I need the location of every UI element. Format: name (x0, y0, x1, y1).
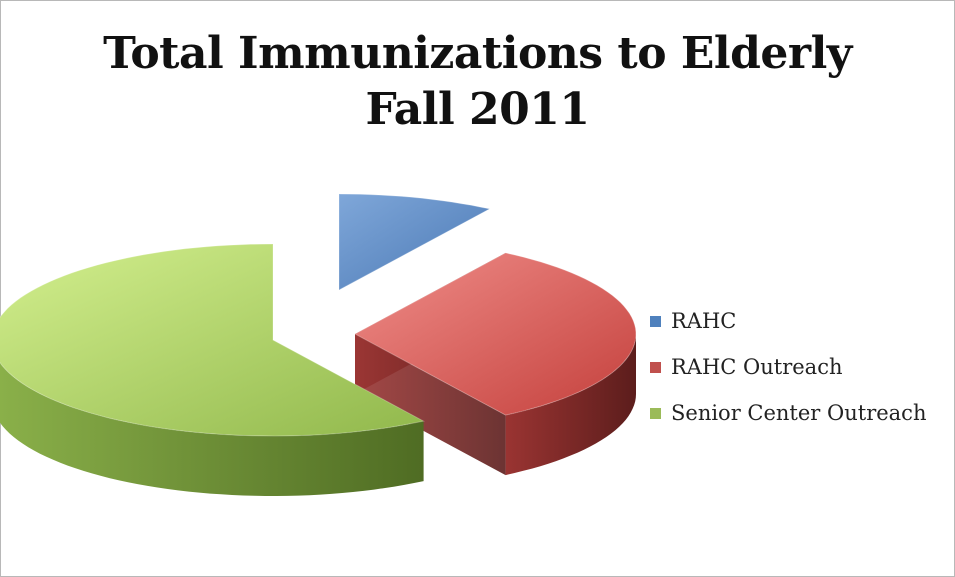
chart-legend: RAHC RAHC Outreach Senior Center Outreac… (650, 298, 926, 436)
legend-item-rahc-outreach: RAHC Outreach (650, 344, 926, 390)
chart-title-line-2: Fall 2011 (365, 84, 590, 135)
legend-item-senior-center-outreach: Senior Center Outreach (650, 390, 926, 436)
pie-slice-senior-center-outreach (0, 243, 426, 496)
legend-label-senior-center-outreach: Senior Center Outreach (671, 401, 927, 425)
legend-label-rahc-outreach: RAHC Outreach (671, 355, 843, 379)
pie-top-rahc (338, 193, 492, 291)
legend-swatch-rahc (650, 315, 661, 327)
pie-side-senior-center-outreach (0, 362, 424, 496)
chart-title: Total Immunizations to Elderly Fall 2011 (0, 26, 955, 138)
chart-title-line-1: Total Immunizations to Elderly (103, 28, 852, 79)
pie-wall-rahc-outreach-1 (355, 334, 506, 476)
pie-slice-rahc-outreach (353, 252, 637, 476)
pie-top-senior-center-outreach (0, 243, 426, 437)
pie-side-rahc-outreach (505, 334, 636, 476)
legend-swatch-rahc-outreach (650, 361, 661, 373)
legend-item-rahc: RAHC (650, 298, 926, 344)
legend-swatch-senior-center-outreach (650, 407, 661, 419)
pie-top-rahc-outreach (353, 252, 637, 416)
legend-label-rahc: RAHC (671, 309, 737, 333)
pie-slice-rahc (338, 193, 492, 291)
